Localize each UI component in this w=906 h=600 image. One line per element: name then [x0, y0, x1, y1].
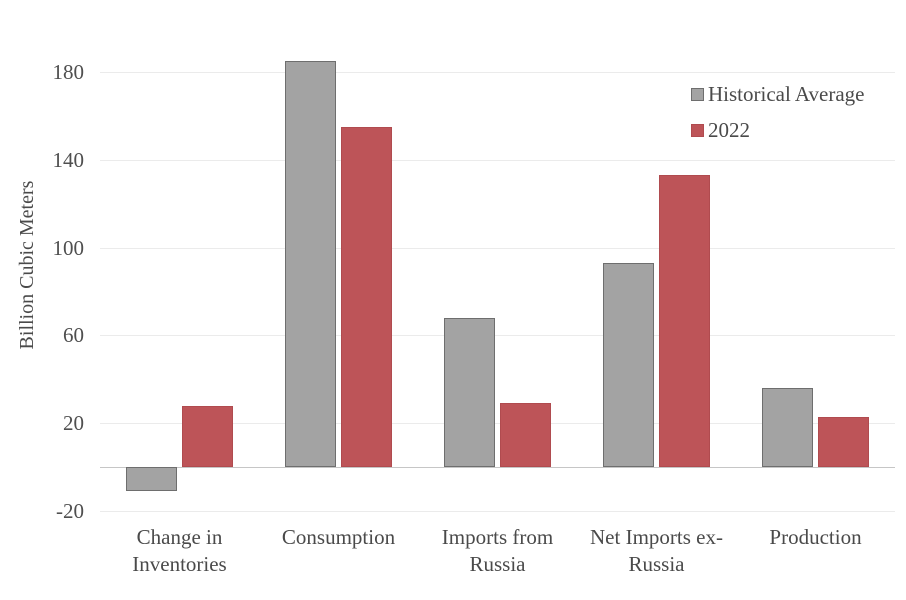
- gridline-100: [100, 247, 895, 249]
- x-axis-label-production: Production: [769, 525, 862, 549]
- gridline--20: [100, 511, 895, 512]
- y-tick-label--20: -20: [56, 499, 84, 523]
- gridline-60: [100, 335, 895, 337]
- legend-label-historical-average: Historical Average: [708, 81, 865, 106]
- y-tick-label-20: 20: [63, 411, 84, 436]
- gridline-20: [100, 423, 895, 425]
- legend-swatch-2022: [691, 123, 704, 137]
- legend: Historical Average 2022: [691, 82, 864, 154]
- bar-historical-average-change-in-inventories: [126, 467, 177, 492]
- x-axis-label-net-imports-ex-russia: Net Imports ex- Russia: [590, 525, 723, 576]
- legend-swatch-historical-average: [691, 87, 704, 101]
- legend-label-2022: 2022: [708, 117, 750, 142]
- bar-2022-net-imports-ex-russia: [659, 175, 710, 468]
- bar-2022-consumption: [341, 126, 392, 468]
- legend-item-historical-average: Historical Average: [691, 82, 864, 106]
- legend-item-2022: 2022: [691, 118, 864, 142]
- y-tick-label-140: 140: [52, 147, 85, 172]
- bar-2022-production: [818, 416, 869, 468]
- bar-2022-change-in-inventories: [182, 405, 233, 468]
- bar-historical-average-consumption: [285, 60, 336, 468]
- gridline-180: [100, 71, 895, 73]
- x-axis-line: [100, 467, 895, 469]
- bar-2022-imports-from-russia: [500, 403, 551, 468]
- gridline-140: [100, 159, 895, 161]
- x-axis-label-consumption: Consumption: [281, 525, 396, 549]
- bar-historical-average-imports-from-russia: [444, 317, 495, 468]
- y-tick-label-100: 100: [52, 235, 85, 260]
- y-tick-label-180: 180: [52, 59, 85, 84]
- x-axis-label-imports-from-russia: Imports from Russia: [441, 525, 554, 576]
- x-axis-label-change-in-inventories: Change in Inventories: [132, 525, 227, 576]
- bar-historical-average-production: [762, 388, 813, 468]
- bar-historical-average-net-imports-ex-russia: [603, 262, 654, 468]
- y-tick-label-60: 60: [63, 323, 84, 348]
